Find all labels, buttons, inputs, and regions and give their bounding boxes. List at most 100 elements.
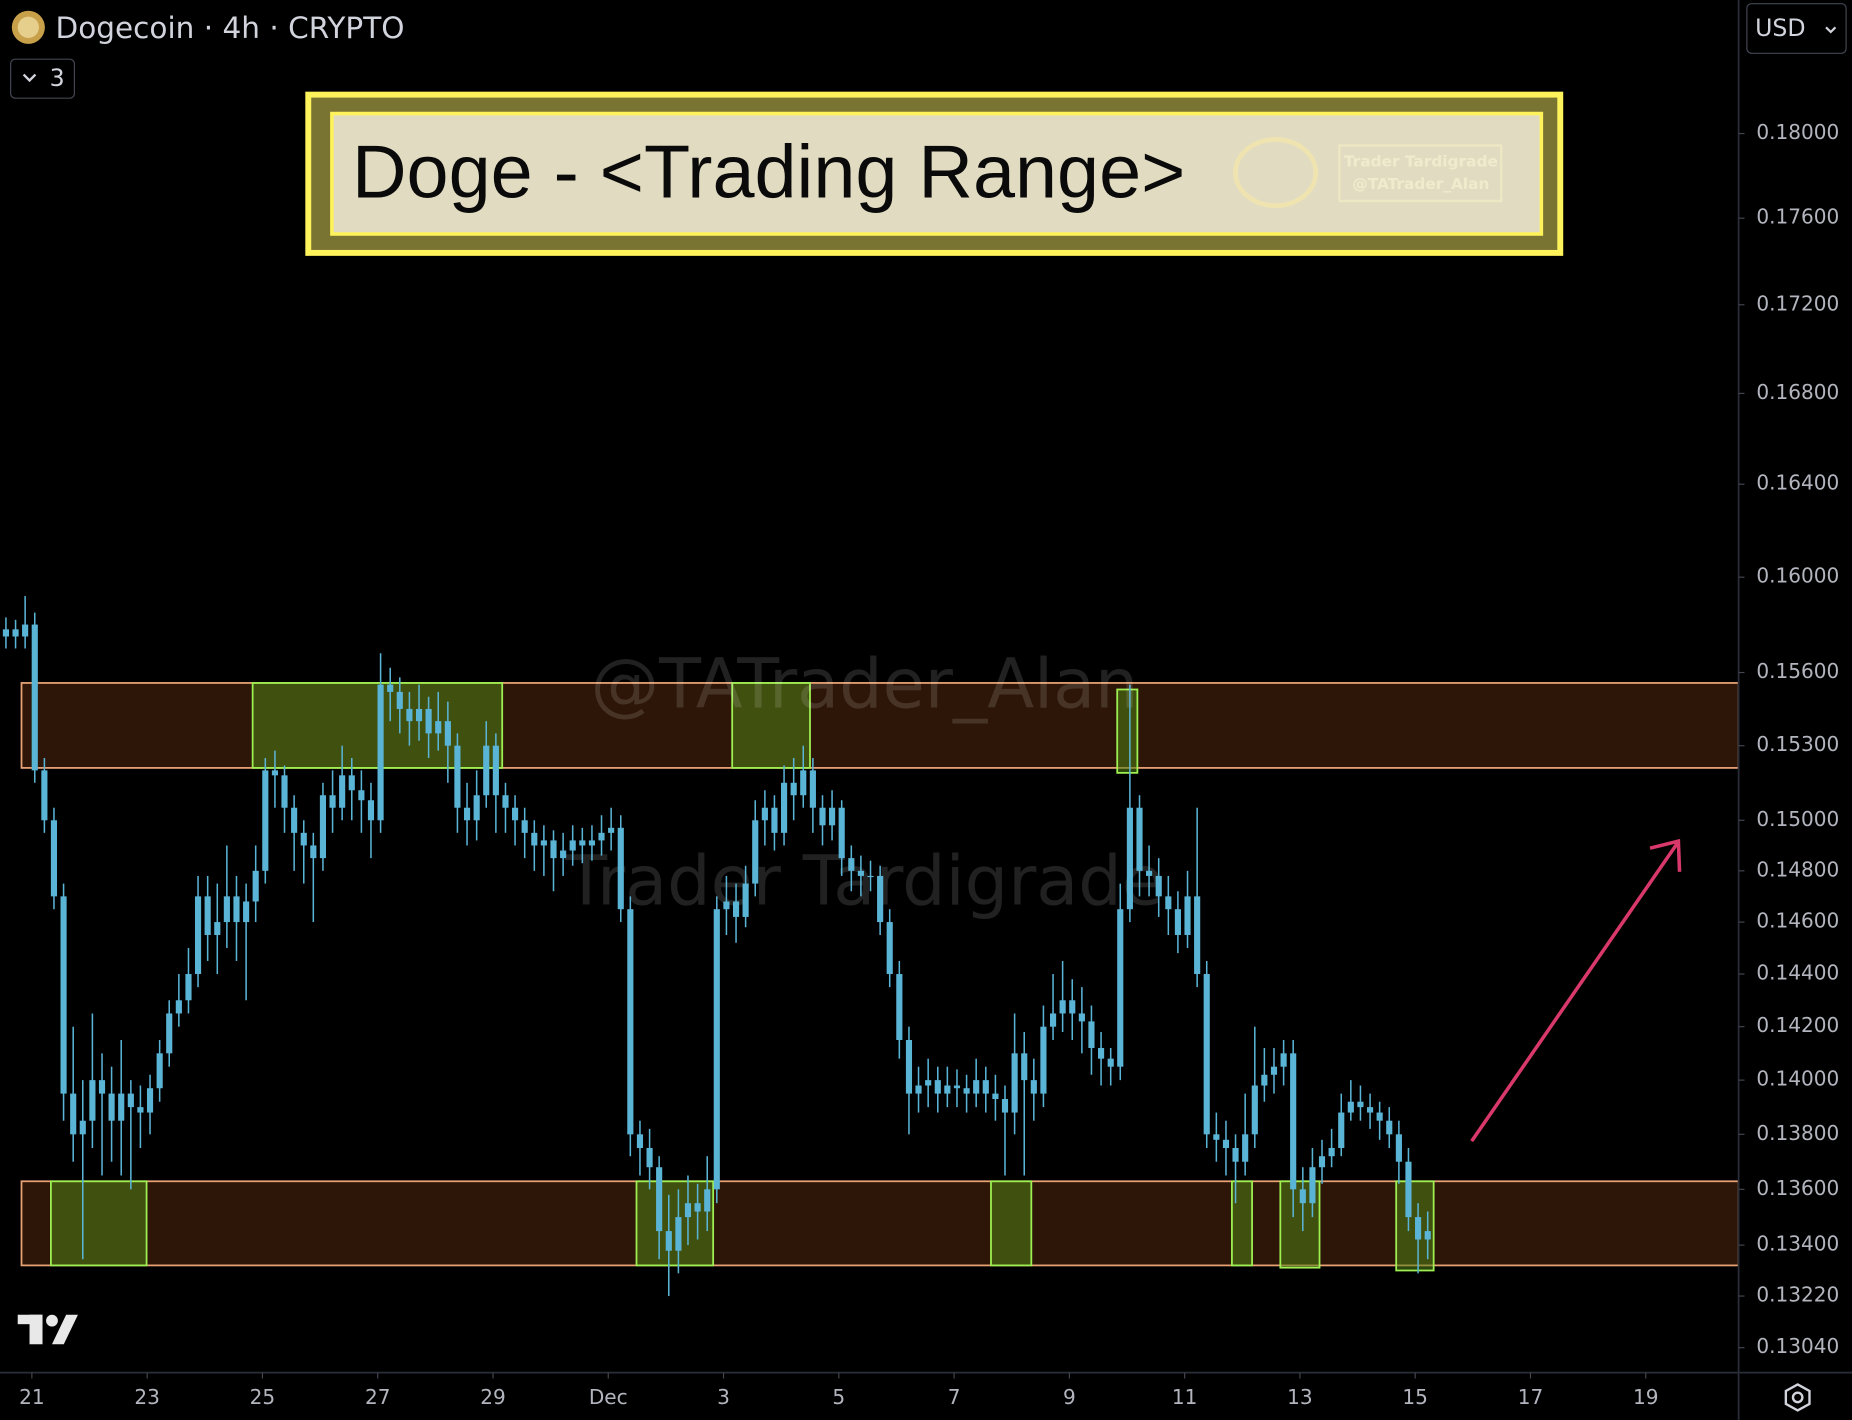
candle-body xyxy=(166,1013,173,1054)
x-tick-label: 9 xyxy=(1063,1385,1076,1409)
indicators-toggle[interactable]: 3 xyxy=(10,58,76,99)
settings-button[interactable] xyxy=(1784,1383,1811,1412)
candle-body xyxy=(60,896,67,1094)
candle-body xyxy=(1126,807,1133,910)
touch-box xyxy=(990,1180,1033,1267)
candle-body xyxy=(1136,807,1143,871)
candle-body xyxy=(1155,875,1162,897)
candle-body xyxy=(752,820,759,884)
candle-body xyxy=(521,820,528,833)
candle-body xyxy=(1078,1013,1085,1022)
candle-body xyxy=(915,1085,922,1094)
candle-body xyxy=(886,922,893,975)
candle-body xyxy=(684,1203,692,1218)
candle-body xyxy=(1386,1120,1393,1135)
x-tick-label: 13 xyxy=(1287,1385,1313,1409)
candle-body xyxy=(1232,1147,1239,1162)
y-tick-label: 0.16000 xyxy=(1756,564,1839,588)
candle-body xyxy=(463,807,471,821)
y-tick-label: 0.14800 xyxy=(1756,857,1839,881)
candle-body xyxy=(1203,974,1210,1135)
candle-body xyxy=(377,684,384,821)
currency-label: USD xyxy=(1755,14,1805,42)
logo-part xyxy=(29,1314,43,1345)
candle-body xyxy=(1146,870,1153,876)
candle-body xyxy=(12,629,19,637)
candle-body xyxy=(108,1093,115,1121)
tv-logo xyxy=(17,1314,78,1345)
candle-body xyxy=(1174,909,1181,935)
candle-body xyxy=(243,901,250,923)
candle-body xyxy=(473,795,480,821)
candle-body xyxy=(579,840,586,846)
chevron-icon xyxy=(1825,26,1837,34)
candle-body xyxy=(569,840,576,851)
gear-icon[interactable] xyxy=(1784,1383,1811,1412)
currency-button[interactable] xyxy=(1746,3,1847,54)
candle-body xyxy=(118,1093,125,1121)
indicators-button[interactable] xyxy=(10,58,76,99)
candle-body xyxy=(1318,1156,1326,1168)
candle-body xyxy=(1049,1013,1057,1027)
x-tick-label: 23 xyxy=(134,1385,160,1409)
y-tick-label: 0.16400 xyxy=(1756,471,1839,495)
candle-body xyxy=(262,770,269,871)
candle-body xyxy=(1338,1112,1345,1148)
x-tick-label: Dec xyxy=(589,1385,628,1409)
y-tick-label: 0.13600 xyxy=(1756,1176,1839,1200)
candle-body xyxy=(819,807,826,826)
watermark: @TATrader_Alan xyxy=(591,644,1139,724)
candle-body xyxy=(41,770,48,821)
candle-body xyxy=(1001,1099,1009,1113)
candle-body xyxy=(1328,1147,1335,1157)
x-tick-label: 5 xyxy=(832,1385,845,1409)
candle-body xyxy=(771,807,778,833)
candle-body xyxy=(1222,1139,1230,1148)
candle-body xyxy=(1251,1085,1258,1135)
candle-body xyxy=(89,1080,96,1121)
y-tick-label: 0.14000 xyxy=(1756,1067,1839,1091)
candle-body xyxy=(992,1093,999,1100)
y-tick-label: 0.17200 xyxy=(1756,291,1839,315)
candle-body xyxy=(1290,1053,1297,1190)
candle-body xyxy=(1309,1167,1316,1204)
candle-body xyxy=(867,875,874,878)
gear-center xyxy=(1791,1391,1804,1404)
candle-body xyxy=(1347,1101,1354,1113)
candle-body xyxy=(146,1088,154,1113)
candle-body xyxy=(98,1080,106,1094)
candle-body xyxy=(1069,1000,1076,1014)
y-tick-label: 0.15600 xyxy=(1756,659,1839,683)
candle-body xyxy=(233,896,240,923)
candle-body xyxy=(540,840,547,846)
banner-title: Doge - <Trading Range> xyxy=(352,130,1185,214)
candle-body xyxy=(1021,1053,1028,1081)
candle-body xyxy=(973,1080,980,1094)
candles xyxy=(2,596,1431,1297)
x-tick-label: 15 xyxy=(1402,1385,1428,1409)
candle-body xyxy=(1117,909,1124,1067)
y-tick-label: 0.15000 xyxy=(1756,807,1839,831)
badge-icon xyxy=(1233,137,1319,209)
candle-body xyxy=(291,807,298,833)
candle-body xyxy=(963,1088,970,1094)
candle-body xyxy=(329,795,336,808)
indicators-count: 3 xyxy=(50,64,65,92)
candle-body xyxy=(415,708,423,722)
candle-body xyxy=(502,795,509,808)
candle-body xyxy=(896,974,903,1040)
currency-selector[interactable]: USD xyxy=(1746,3,1847,54)
candle-body xyxy=(1011,1053,1018,1113)
x-tick-label: 27 xyxy=(365,1385,391,1409)
candle-body xyxy=(877,875,884,923)
candle-body xyxy=(444,721,451,746)
candle-body xyxy=(732,901,740,917)
candle-body xyxy=(925,1080,932,1086)
x-tick-label: 19 xyxy=(1633,1385,1659,1409)
candle-body xyxy=(1194,896,1201,975)
candle-body xyxy=(1366,1107,1374,1113)
logo-part xyxy=(46,1314,58,1327)
